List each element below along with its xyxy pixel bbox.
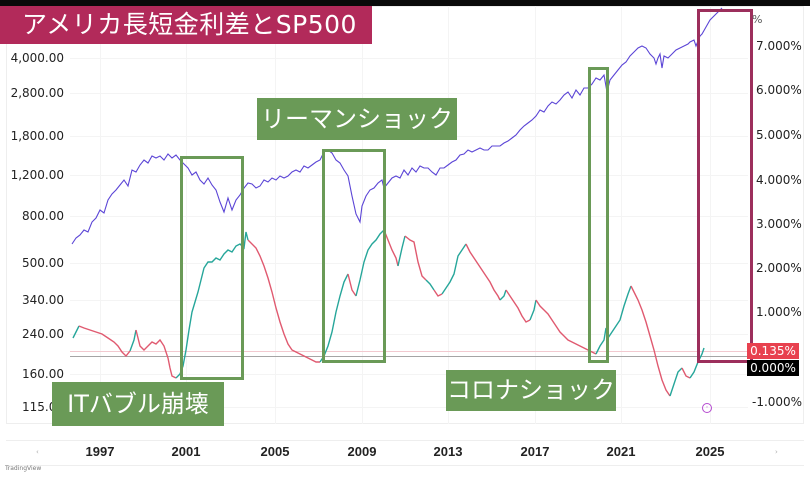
x-axis-tick: 2005 — [260, 444, 290, 459]
grid-line — [448, 6, 449, 424]
right-axis-tick: 7.000% — [756, 39, 802, 53]
x-axis-tick: 2017 — [520, 444, 550, 459]
x-axis-tick: 2021 — [606, 444, 636, 459]
left-axis-tick: 2,800.00 — [10, 86, 64, 100]
left-axis-tick: 240.00 — [22, 327, 64, 341]
lehman-highlight-box — [322, 149, 386, 363]
right-axis-tick: 3.000% — [756, 217, 802, 231]
current-highlight-box — [697, 9, 753, 363]
corona-shock-label: コロナショック — [446, 370, 616, 411]
grid-line — [100, 6, 101, 424]
right-axis-tick: 2.000% — [756, 261, 802, 275]
grid-line — [70, 93, 748, 94]
right-axis-tick: 1.000% — [756, 305, 802, 319]
grid-line — [70, 175, 748, 176]
current-value-line — [70, 351, 748, 352]
grid-line — [535, 6, 536, 424]
current-value-badge: 0.135% — [747, 343, 799, 359]
right-axis-tick: -1.000% — [752, 395, 803, 409]
x-axis-tick: 2009 — [347, 444, 377, 459]
chart-title: アメリカ長短金利差とSP500 — [0, 6, 372, 44]
left-axis-tick: 4,000.00 — [10, 51, 64, 65]
x-axis-tick: 2013 — [433, 444, 463, 459]
left-axis-tick: 1,800.00 — [10, 129, 64, 143]
grid-line — [186, 6, 187, 424]
grid-line — [70, 334, 748, 335]
scroll-left-icon[interactable]: ‹ — [36, 448, 39, 456]
x-axis-tick: 1997 — [85, 444, 115, 459]
grid-line — [275, 6, 276, 424]
zero-line — [70, 356, 748, 357]
grid-line — [70, 300, 748, 301]
time-axis[interactable] — [6, 440, 804, 466]
left-axis-tick: 500.00 — [22, 256, 64, 270]
grid-line — [70, 374, 748, 375]
right-axis-unit: % — [752, 13, 763, 26]
grid-line — [70, 58, 748, 59]
event-marker-icon[interactable]: ◦ — [702, 403, 712, 413]
left-axis-tick: 800.00 — [22, 209, 64, 223]
corona-highlight-box — [588, 67, 609, 363]
tradingview-watermark: TradingView — [5, 465, 42, 472]
left-axis-tick: 1,200.00 — [10, 168, 64, 182]
it-bubble-label: ITバブル崩壊 — [52, 382, 224, 426]
grid-line — [70, 407, 748, 408]
scroll-right-icon[interactable]: › — [775, 448, 778, 456]
right-axis-tick: 6.000% — [756, 83, 802, 97]
spread-candles — [72, 229, 705, 397]
it-bubble-highlight-box — [180, 156, 244, 380]
grid-line — [621, 6, 622, 424]
top-bar — [0, 0, 810, 6]
right-axis-tick: 5.000% — [756, 128, 802, 142]
grid-line — [362, 6, 363, 424]
grid-line — [710, 6, 711, 424]
x-axis-tick: 2001 — [171, 444, 201, 459]
chart-frame — [6, 6, 804, 424]
sp500-line — [71, 7, 723, 245]
left-axis-tick: 160.00 — [22, 367, 64, 381]
zero-value-badge: 0.000% — [747, 360, 799, 376]
x-axis-tick: 2025 — [695, 444, 725, 459]
left-axis-tick: 340.00 — [22, 293, 64, 307]
lehman-shock-label: リーマンショック — [257, 98, 457, 140]
grid-line — [70, 263, 748, 264]
grid-line — [70, 216, 748, 217]
right-axis-tick: 4.000% — [756, 173, 802, 187]
